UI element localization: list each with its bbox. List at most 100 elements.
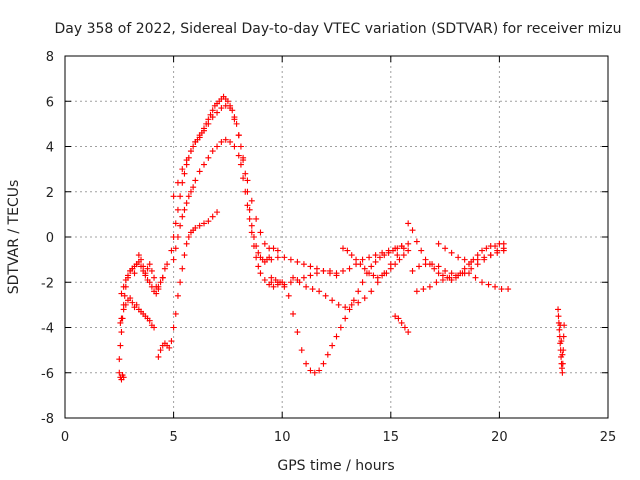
data-point	[172, 220, 179, 227]
data-point	[166, 344, 173, 351]
data-point	[303, 360, 310, 367]
data-point	[394, 252, 401, 259]
data-point	[307, 263, 314, 270]
data-point	[174, 292, 181, 299]
data-point	[127, 295, 134, 302]
data-point	[398, 319, 405, 326]
data-point	[307, 272, 314, 279]
data-point	[151, 324, 158, 331]
data-point	[481, 254, 488, 261]
data-point	[146, 261, 153, 268]
data-point	[183, 240, 190, 247]
data-point	[209, 148, 216, 155]
data-point	[233, 120, 240, 127]
data-point	[442, 267, 449, 274]
data-point	[255, 263, 262, 270]
data-point	[177, 222, 184, 229]
series-arc-early-low	[116, 369, 127, 383]
data-point	[122, 276, 129, 283]
data-point	[409, 267, 416, 274]
series-arc-late-d	[435, 240, 507, 265]
data-point	[122, 301, 129, 308]
axis-ticks: 0 5 10 15 20 25 -8 -6 -4 -2 0 2 4 6 8	[41, 50, 616, 445]
data-point	[148, 267, 155, 274]
series-arc-dip	[268, 243, 405, 376]
data-point	[196, 222, 203, 229]
data-point	[342, 304, 349, 311]
data-point	[244, 177, 251, 184]
data-point	[322, 292, 329, 299]
data-point	[170, 256, 177, 263]
data-point	[426, 283, 433, 290]
data-point	[177, 279, 184, 286]
data-point	[261, 240, 268, 247]
data-point	[120, 306, 127, 313]
data-point	[316, 288, 323, 295]
data-point	[185, 234, 192, 240]
data-point	[237, 143, 244, 150]
series-arc-mid-rise	[170, 136, 286, 290]
data-point	[468, 265, 475, 272]
data-point	[248, 229, 255, 236]
data-point	[337, 324, 344, 331]
data-point	[307, 367, 314, 374]
data-point	[418, 247, 425, 254]
data-point	[409, 227, 416, 234]
data-point	[413, 238, 420, 245]
data-point	[196, 134, 203, 141]
data-point	[320, 267, 327, 274]
data-point	[161, 265, 168, 272]
data-point	[227, 138, 234, 145]
data-point	[333, 272, 340, 279]
data-point	[559, 351, 566, 358]
data-point	[313, 265, 320, 272]
data-point	[468, 258, 475, 265]
data-point	[237, 161, 244, 168]
data-point	[422, 261, 429, 268]
data-point	[385, 247, 392, 254]
data-point	[479, 279, 486, 286]
data-point	[227, 105, 234, 112]
data-point	[309, 286, 316, 293]
data-point	[179, 265, 186, 272]
data-point	[368, 288, 375, 295]
data-point	[452, 272, 459, 279]
data-point	[383, 270, 390, 277]
y-tick-label: -4	[41, 322, 54, 337]
data-point	[361, 265, 368, 272]
x-tick-label: 25	[600, 430, 617, 445]
data-point	[268, 279, 275, 286]
data-point	[135, 252, 142, 259]
data-point	[121, 292, 128, 299]
data-point	[201, 127, 208, 134]
data-point	[174, 206, 181, 213]
data-point	[124, 272, 131, 279]
data-point	[157, 279, 164, 286]
data-point	[483, 245, 490, 252]
data-point	[222, 136, 229, 143]
data-point	[164, 261, 171, 268]
data-point	[359, 256, 366, 263]
data-point	[214, 209, 221, 216]
series-arc-big-rise	[155, 93, 275, 290]
data-point	[138, 263, 145, 270]
data-point	[118, 329, 125, 336]
data-point	[459, 270, 466, 277]
data-point	[335, 301, 342, 308]
x-tick-label: 15	[383, 430, 400, 445]
data-point	[300, 261, 307, 268]
data-point	[329, 297, 336, 304]
data-point	[155, 283, 162, 290]
data-point	[357, 261, 364, 268]
data-point	[396, 256, 403, 263]
data-point	[392, 313, 399, 320]
data-point	[148, 283, 155, 290]
data-point	[558, 338, 565, 345]
data-point	[401, 324, 408, 331]
data-point	[257, 229, 264, 236]
x-tick-label: 5	[169, 430, 177, 445]
data-point	[448, 249, 455, 256]
data-point	[455, 254, 462, 261]
data-point	[214, 143, 221, 150]
data-point	[485, 281, 492, 288]
